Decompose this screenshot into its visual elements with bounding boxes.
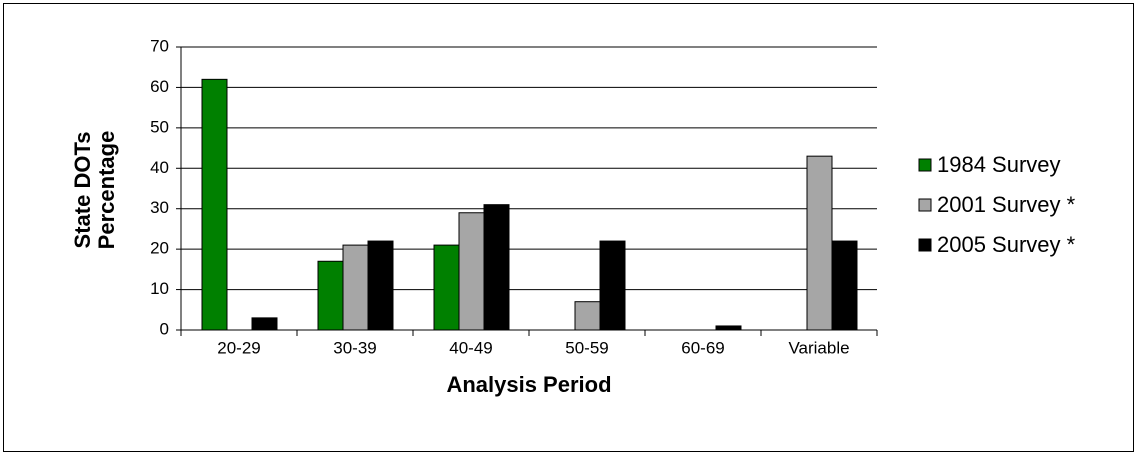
bar	[367, 240, 394, 331]
y-axis-title: State DOTs	[70, 132, 95, 249]
legend-label: 2005 Survey *	[937, 232, 1076, 257]
bar	[483, 204, 510, 331]
y-tick-label: 50	[150, 117, 169, 136]
legend-swatch	[918, 238, 932, 252]
x-tick-label: Variable	[788, 338, 849, 357]
bar	[574, 301, 601, 331]
y-tick-label: 30	[150, 198, 169, 217]
bar	[458, 212, 485, 331]
y-tick-label: 70	[150, 36, 169, 55]
x-axis-title: Analysis Period	[446, 372, 611, 397]
x-tick-label: 20-29	[217, 338, 260, 357]
legend-label: 1984 Survey	[937, 152, 1061, 177]
bar	[806, 155, 833, 331]
legend-label: 2001 Survey *	[937, 192, 1076, 217]
y-axis-title: Percentage	[94, 131, 119, 250]
bar	[831, 240, 858, 331]
y-tick-label: 20	[150, 239, 169, 258]
x-tick-label: 60-69	[681, 338, 724, 357]
bar	[599, 240, 626, 331]
bar	[715, 325, 742, 331]
chart-frame	[3, 3, 1134, 452]
bar	[251, 317, 278, 331]
legend-swatch	[918, 158, 932, 172]
y-tick-label: 60	[150, 77, 169, 96]
x-tick-label: 50-59	[565, 338, 608, 357]
y-tick-label: 10	[150, 279, 169, 298]
y-tick-label: 40	[150, 158, 169, 177]
x-tick-label: 30-39	[333, 338, 376, 357]
x-tick-label: 40-49	[449, 338, 492, 357]
legend-swatch	[918, 198, 932, 212]
bar	[201, 78, 228, 331]
y-tick-label: 0	[160, 319, 169, 338]
bar	[433, 244, 460, 331]
bar	[342, 244, 369, 331]
bar	[317, 260, 344, 331]
